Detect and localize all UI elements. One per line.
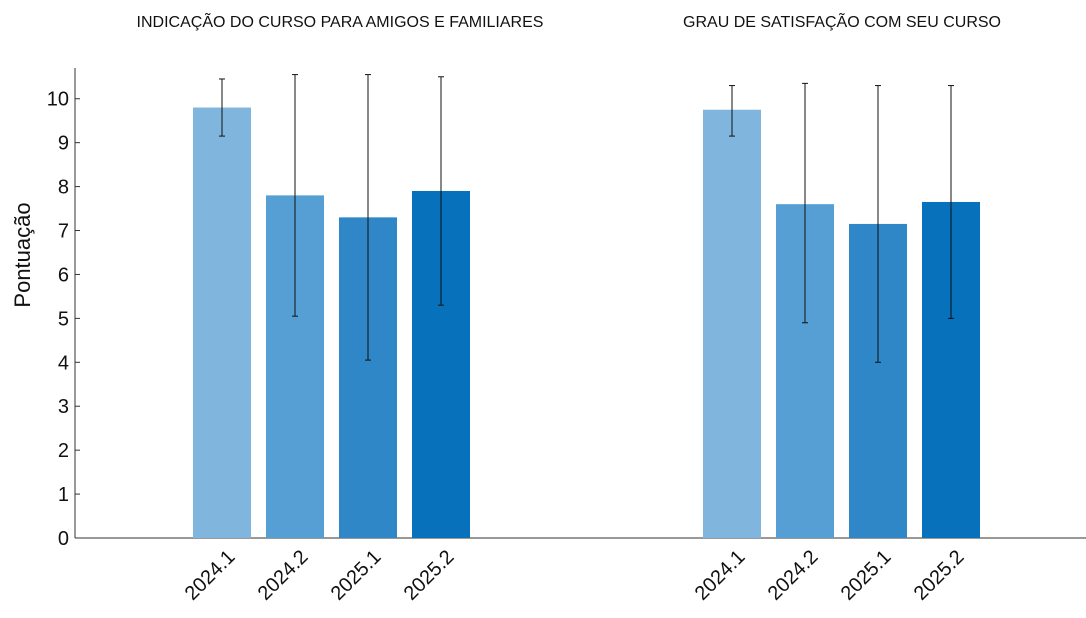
x-tick-label: 2025.2 <box>910 546 969 605</box>
x-tick-label: 2025.2 <box>400 546 459 605</box>
y-tick-label: 6 <box>58 264 69 286</box>
bar-2024.1 <box>193 107 251 538</box>
bar-2024.1 <box>703 109 761 538</box>
x-tick-label: 2024.1 <box>181 546 240 605</box>
y-tick-label: 5 <box>58 308 69 330</box>
y-tick-label: 8 <box>58 177 69 199</box>
x-tick-label: 2024.1 <box>691 546 750 605</box>
x-tick-label: 2025.1 <box>837 546 896 605</box>
panel-2-title: GRAU DE SATISFAÇÃO COM SEU CURSO <box>683 11 1001 31</box>
x-tick-label: 2024.2 <box>764 546 823 605</box>
y-tick-label: 9 <box>58 133 69 155</box>
y-axis-label: Pontuação <box>10 202 35 307</box>
error-bars <box>219 74 954 363</box>
x-tick-label: 2024.2 <box>254 546 313 605</box>
panel-1-title: INDICAÇÃO DO CURSO PARA AMIGOS E FAMILIA… <box>137 11 544 31</box>
y-tick-label: 2 <box>58 440 69 462</box>
x-tick-label: 2025.1 <box>327 546 386 605</box>
y-tick-label: 10 <box>47 89 69 111</box>
y-tick-label: 3 <box>58 396 69 418</box>
y-tick-label: 7 <box>58 221 69 243</box>
y-tick-label: 1 <box>58 484 69 506</box>
y-tick-label: 0 <box>58 528 69 550</box>
bars <box>193 107 980 539</box>
y-tick-label: 4 <box>58 352 69 374</box>
